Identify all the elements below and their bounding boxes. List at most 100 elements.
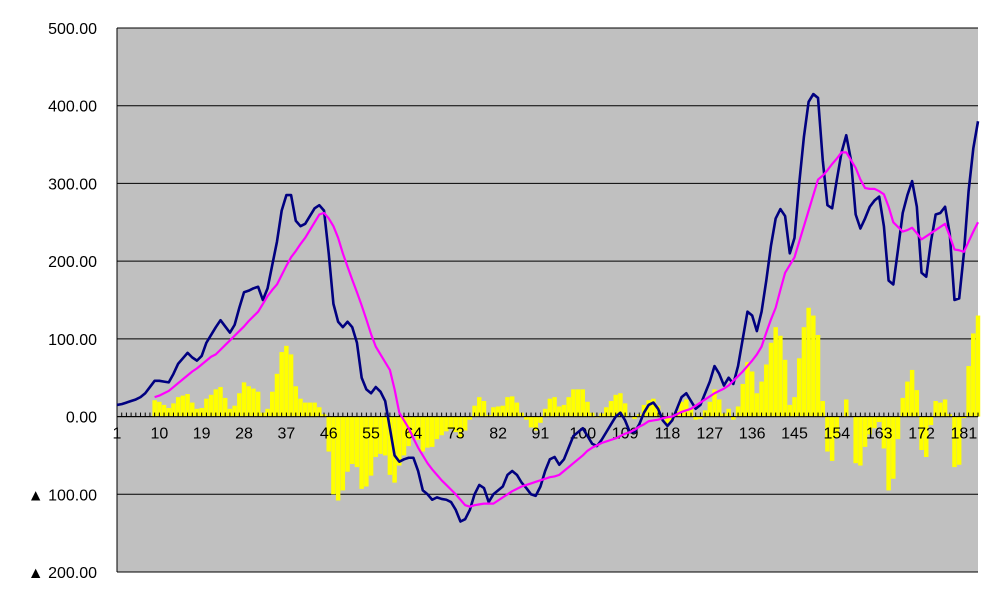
y-tick-label: 500.00 — [48, 21, 97, 38]
bar — [284, 345, 289, 417]
bar — [368, 416, 374, 476]
bar — [472, 405, 477, 417]
bar — [933, 401, 938, 417]
x-tick-label: 154 — [824, 426, 851, 443]
bar — [425, 416, 430, 448]
bar — [806, 307, 811, 417]
bar — [251, 388, 256, 417]
bar — [462, 416, 468, 431]
bar — [453, 416, 458, 433]
bar — [745, 362, 750, 417]
bar — [942, 399, 948, 417]
bar — [768, 342, 774, 417]
bar — [218, 387, 223, 417]
y-tick-label: ▲ 100.00 — [28, 487, 97, 504]
bar — [693, 416, 698, 420]
bar — [632, 416, 637, 419]
bar — [406, 416, 411, 447]
bar — [524, 416, 529, 420]
bar — [895, 416, 901, 440]
bar — [500, 405, 506, 417]
bar — [222, 397, 228, 417]
bar — [651, 398, 656, 417]
bar — [255, 391, 261, 417]
bar — [434, 416, 440, 440]
bar — [815, 334, 821, 417]
bar — [778, 335, 783, 417]
bar — [185, 394, 190, 417]
bar — [246, 386, 251, 417]
line — [116, 92, 980, 523]
bar — [378, 416, 383, 454]
bar — [811, 315, 816, 417]
bar — [914, 390, 920, 417]
bar — [858, 416, 863, 466]
bar — [533, 416, 538, 431]
bar — [458, 416, 463, 439]
bar — [829, 416, 835, 461]
bar — [886, 416, 891, 491]
bar — [331, 416, 336, 495]
bar — [505, 397, 510, 417]
bar — [317, 407, 322, 417]
y-tick-label: ▲ 200.00 — [28, 565, 97, 582]
bar — [867, 416, 873, 435]
bar — [938, 402, 943, 417]
bar — [528, 416, 534, 428]
bar — [180, 395, 186, 417]
bar — [881, 416, 887, 449]
bar — [561, 404, 567, 417]
bar — [608, 401, 614, 417]
x-tick-label: 91 — [532, 426, 550, 443]
bar — [928, 416, 934, 426]
bar — [359, 416, 364, 489]
bar — [844, 399, 849, 417]
bar — [481, 401, 487, 417]
bar — [759, 381, 764, 417]
bar — [354, 416, 360, 468]
bar — [467, 416, 473, 420]
bar — [307, 402, 313, 417]
y-tick-label: 0.00 — [66, 410, 97, 427]
bar — [364, 416, 369, 487]
bar — [613, 394, 618, 417]
bar — [340, 416, 346, 491]
bar — [288, 354, 294, 417]
x-tick-label: 136 — [739, 426, 766, 443]
bar — [274, 373, 280, 417]
bar — [796, 358, 802, 417]
bar — [575, 389, 581, 417]
bar — [429, 416, 435, 447]
line — [154, 151, 979, 508]
bar — [891, 416, 896, 479]
bar — [801, 327, 807, 417]
bar — [298, 398, 303, 417]
bar — [825, 416, 830, 452]
bar — [373, 416, 379, 457]
bar — [411, 416, 416, 436]
bar — [876, 416, 882, 423]
x-tick-label: 37 — [277, 426, 295, 443]
x-tick-label: 19 — [193, 426, 211, 443]
bar — [157, 401, 162, 417]
x-tick-label: 163 — [866, 426, 893, 443]
x-tick-label: 118 — [655, 426, 681, 443]
bar — [618, 393, 623, 417]
bar — [975, 315, 981, 417]
bar — [302, 402, 308, 417]
bar — [514, 402, 520, 417]
bar — [270, 391, 275, 417]
bar — [749, 371, 755, 417]
bar — [566, 397, 571, 417]
bar — [707, 401, 713, 417]
y-tick-label: 400.00 — [48, 99, 97, 116]
bar — [712, 389, 717, 417]
bar — [208, 394, 214, 417]
x-tick-label: 55 — [362, 426, 380, 443]
bar — [754, 393, 760, 417]
bar — [161, 404, 167, 417]
bar — [585, 401, 590, 417]
bar — [237, 393, 242, 417]
bar — [387, 416, 393, 475]
x-tick-label: 145 — [781, 426, 808, 443]
